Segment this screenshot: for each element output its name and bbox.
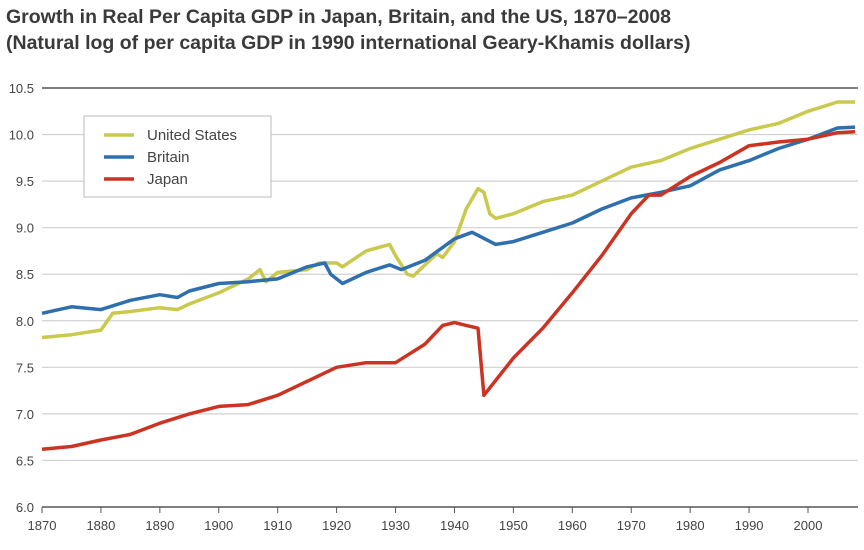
x-tick-label: 1900 <box>204 518 233 533</box>
x-tick-label: 1980 <box>676 518 705 533</box>
series-line-britain <box>41 125 856 316</box>
y-tick-label: 7.0 <box>16 407 34 422</box>
y-tick-label: 10.5 <box>9 81 34 96</box>
y-tick-label: 8.5 <box>16 267 34 282</box>
x-tick-label: 1910 <box>263 518 292 533</box>
legend: United States Britain Japan <box>83 115 272 198</box>
chart-title: Growth in Real Per Capita GDP in Japan, … <box>6 6 672 28</box>
legend-label: United States <box>147 127 237 144</box>
series-line-japan <box>41 130 856 452</box>
x-tick-label: 1930 <box>381 518 410 533</box>
x-tick-label: 2000 <box>794 518 823 533</box>
series-line-united-states <box>41 100 856 340</box>
y-tick-label: 6.0 <box>16 500 34 515</box>
x-tick-label: 1870 <box>28 518 57 533</box>
x-tick-label: 1950 <box>499 518 528 533</box>
x-tick-label: 1890 <box>145 518 174 533</box>
y-tick-label: 6.5 <box>16 453 34 468</box>
legend-label: Britain <box>147 149 190 166</box>
legend-label: Japan <box>147 171 188 188</box>
y-tick-label: 8.0 <box>16 314 34 329</box>
y-tick-label: 7.5 <box>16 360 34 375</box>
x-tick-label: 1940 <box>440 518 469 533</box>
y-tick-label: 10.0 <box>9 128 34 143</box>
x-tick-label: 1990 <box>735 518 764 533</box>
chart-subtitle: (Natural log of per capita GDP in 1990 i… <box>6 32 691 54</box>
x-tick-label: 1920 <box>322 518 351 533</box>
x-tick-label: 1960 <box>558 518 587 533</box>
x-tick-label: 1970 <box>617 518 646 533</box>
y-tick-label: 9.0 <box>16 221 34 236</box>
y-tick-label: 9.5 <box>16 174 34 189</box>
x-tick-label: 1880 <box>86 518 115 533</box>
